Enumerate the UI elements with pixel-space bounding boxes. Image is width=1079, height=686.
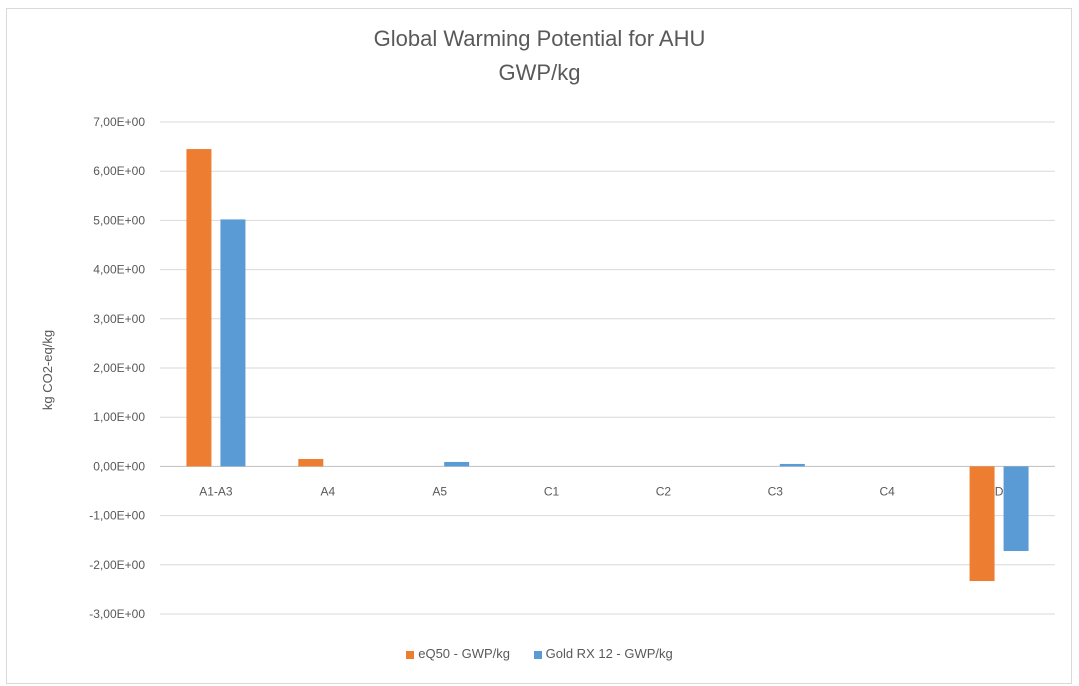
bars	[186, 149, 1029, 582]
legend-label-gold-rx12: Gold RX 12 - GWP/kg	[545, 646, 673, 661]
y-tick-label: 6,00E+00	[93, 164, 145, 178]
legend: eQ50 - GWP/kg Gold RX 12 - GWP/kg	[0, 646, 1079, 661]
category-label: C4	[880, 484, 896, 498]
y-tick-label: 1,00E+00	[93, 410, 145, 424]
category-label: A4	[320, 484, 335, 498]
bar-eq50-d	[969, 466, 995, 582]
category-label: C1	[544, 484, 560, 498]
y-tick-labels: 7,00E+00 6,00E+00 5,00E+00 4,00E+00 3,00E+00…	[89, 115, 145, 621]
legend-swatch-eq50	[406, 650, 415, 659]
category-label: C3	[768, 484, 784, 498]
y-axis-title: kg CO2-eq/kg	[40, 330, 55, 410]
y-tick-label: 7,00E+00	[93, 115, 145, 129]
y-tick-label: 4,00E+00	[93, 263, 145, 277]
chart-title-block: Global Warming Potential for AHU GWP/kg	[0, 22, 1079, 90]
bar-eq50-a4	[298, 459, 324, 467]
y-tick-label: 5,00E+00	[93, 213, 145, 227]
bar-gold-rx12-a5	[444, 461, 470, 467]
y-tick-label: 2,00E+00	[93, 361, 145, 375]
category-labels: A1-A3 A4 A5 C1 C2 C3 C4 D	[199, 484, 1003, 498]
y-tick-label: 3,00E+00	[93, 312, 145, 326]
legend-label-eq50: eQ50 - GWP/kg	[418, 646, 510, 661]
legend-item-eq50: eQ50 - GWP/kg	[406, 646, 510, 661]
y-tick-label: -2,00E+00	[89, 558, 145, 572]
chart-title: Global Warming Potential for AHU	[373, 26, 706, 51]
y-tick-label: -1,00E+00	[89, 509, 145, 523]
bar-eq50-a1-a3	[186, 149, 212, 467]
category-label: A5	[432, 484, 447, 498]
y-tick-label: -3,00E+00	[89, 607, 145, 621]
legend-item-gold-rx12: Gold RX 12 - GWP/kg	[533, 646, 673, 661]
category-label: C2	[656, 484, 672, 498]
bar-gold-rx12-d	[1003, 466, 1029, 552]
y-tick-label: 0,00E+00	[93, 459, 145, 473]
category-label: D	[995, 484, 1004, 498]
chart-subtitle: GWP/kg	[498, 60, 581, 85]
bar-gold-rx12-a1-a3	[220, 219, 246, 467]
legend-swatch-gold-rx12	[533, 650, 542, 659]
gridlines	[160, 121, 1055, 615]
category-label: A1-A3	[199, 484, 233, 498]
chart-frame	[6, 8, 1072, 684]
bar-gold-rx12-c3	[779, 463, 805, 467]
